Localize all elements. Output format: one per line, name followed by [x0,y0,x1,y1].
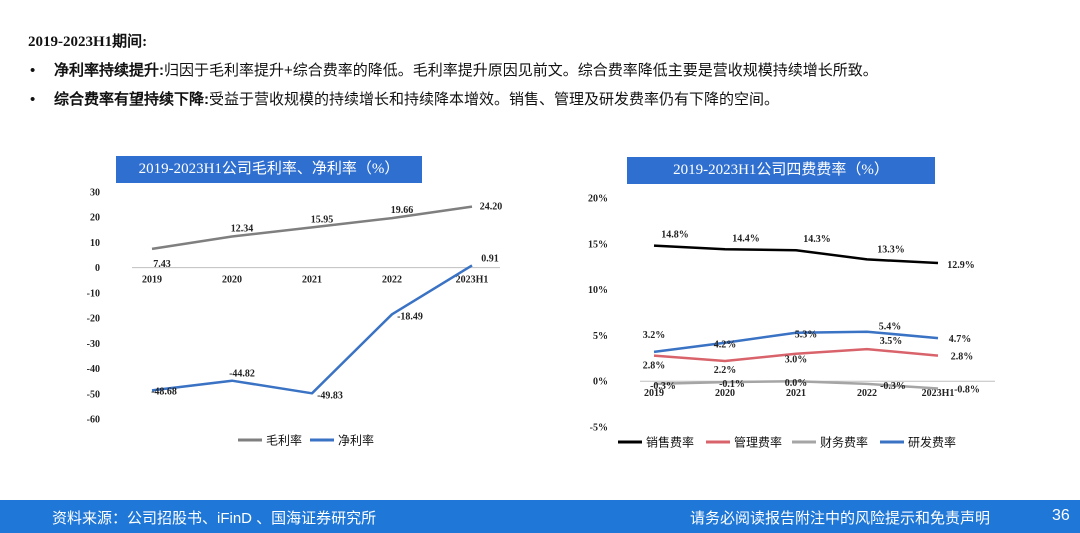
data-label: -44.82 [229,369,255,380]
y-tick-label: 0 [95,263,100,274]
data-label: -0.8% [954,385,980,396]
bullet-text: 归因于毛利率提升+综合费率的降低。毛利率提升原因见前文。综合费率降低主要是营收规… [164,62,878,79]
period-heading: 2019-2023H1期间: [28,34,148,50]
data-label: -49.83 [317,390,343,401]
legend-label: 销售费率 [646,435,694,450]
data-label: 14.4% [732,233,760,244]
data-label: -0.1% [719,379,745,390]
x-tick-label: 2020 [222,275,242,286]
footer-bar: 资料来源：公司招股书、iFinD 、国海证券研究所 请务必阅读报告附注中的风险提… [0,500,1080,533]
data-label: 0.0% [785,378,808,389]
y-tick-label: -50 [87,389,100,400]
legend-label: 净利率 [338,433,374,448]
legend-label: 研发费率 [908,435,956,450]
data-label: 3.0% [785,355,808,366]
x-tick-label: 2023H1 [456,275,489,286]
series-line-1 [653,244,939,265]
x-tick-label: 2019 [644,388,664,399]
y-tick-label: 30 [90,188,100,199]
data-label: -48.68 [151,386,177,397]
data-label: 4.7% [949,334,972,345]
data-label: -0.3% [880,381,906,392]
data-label: 15.95 [311,214,334,225]
x-tick-label: 2021 [786,388,806,399]
bullet-dot: • [30,91,36,108]
series-line-2 [653,347,939,363]
data-label: 14.3% [803,234,831,245]
series-line-2 [151,264,473,395]
x-tick-label: 2021 [302,275,322,286]
chart1-title: 2019-2023H1公司毛利率、净利率（%） [116,156,422,183]
data-label: 0.91 [481,253,499,264]
y-tick-label: 20 [90,213,100,224]
x-tick-label: 2022 [382,275,402,286]
y-tick-label: 0% [593,377,608,388]
y-tick-label: 20% [588,194,608,205]
data-label: 4.2% [714,340,737,351]
legend-label: 管理费率 [734,435,782,450]
data-label: 2.8% [951,352,974,363]
data-label: 2.2% [714,365,737,376]
x-tick-label: 2019 [142,275,162,286]
x-tick-label: 2023H1 [922,388,955,399]
bullet-expense-rate: • 综合费率有望持续下降:受益于营收规模的持续增长和持续降本增效。销售、管理及研… [28,90,1058,110]
x-tick-label: 2022 [857,388,877,399]
x-tick-label: 2020 [715,388,735,399]
data-label: 24.20 [480,202,503,213]
data-label: 7.43 [153,259,171,270]
legend-label: 毛利率 [266,433,302,448]
y-tick-label: -60 [87,415,100,426]
data-label: 14.8% [661,230,689,241]
series-line-1 [151,205,473,251]
data-label: -0.3% [650,381,676,392]
data-label: 5.3% [795,330,818,341]
series-line-3 [653,379,939,390]
data-label: 13.3% [877,244,905,255]
bullet-title: 净利率持续提升: [54,62,164,79]
source-note: 资料来源：公司招股书、iFinD 、国海证券研究所 [52,510,377,527]
data-label: 19.66 [391,205,414,216]
margin-line-chart: 30 20 10 0 -10 -20 -30 -40 -50 -60 2019 2020 2021 202… [87,188,503,448]
y-tick-label: -5% [590,423,608,434]
legend-label: 财务费率 [820,435,868,450]
data-label: 3.2% [643,330,666,341]
y-tick-label: -40 [87,364,100,375]
y-tick-label: 15% [588,239,608,250]
series-line-4 [653,330,939,354]
bullet-dot: • [30,62,36,79]
y-tick-label: 10% [588,285,608,296]
data-label: 2.8% [643,361,666,372]
y-tick-label: -30 [87,339,100,350]
data-label: 5.4% [879,322,902,333]
y-tick-label: -10 [87,288,100,299]
bullet-title: 综合费率有望持续下降: [54,91,209,108]
data-label: 12.9% [947,260,975,271]
y-tick-label: 10 [90,238,100,249]
page-number: 36 [1052,507,1070,524]
bullet-net-margin: • 净利率持续提升:归因于毛利率提升+综合费率的降低。毛利率提升原因见前文。综合… [28,61,1058,81]
y-tick-label: 5% [593,331,608,342]
data-label: 12.34 [231,224,254,235]
chart2-title: 2019-2023H1公司四费费率（%） [627,157,935,184]
data-label: 3.5% [880,336,903,347]
y-tick-label: -20 [87,314,100,325]
intro-section: 2019-2023H1期间: • 净利率持续提升:归因于毛利率提升+综合费率的降… [28,30,1058,119]
data-label: -18.49 [397,311,423,322]
bullet-text: 受益于营收规模的持续增长和持续降本增效。销售、管理及研发费率仍有下降的空间。 [209,91,780,108]
disclaimer-note: 请务必阅读报告附注中的风险提示和免责声明 [690,510,991,527]
expense-rate-line-chart: 20% 15% 10% 5% 0% -5% 2019 2020 2021 2022 2023H1 14… [588,194,995,450]
